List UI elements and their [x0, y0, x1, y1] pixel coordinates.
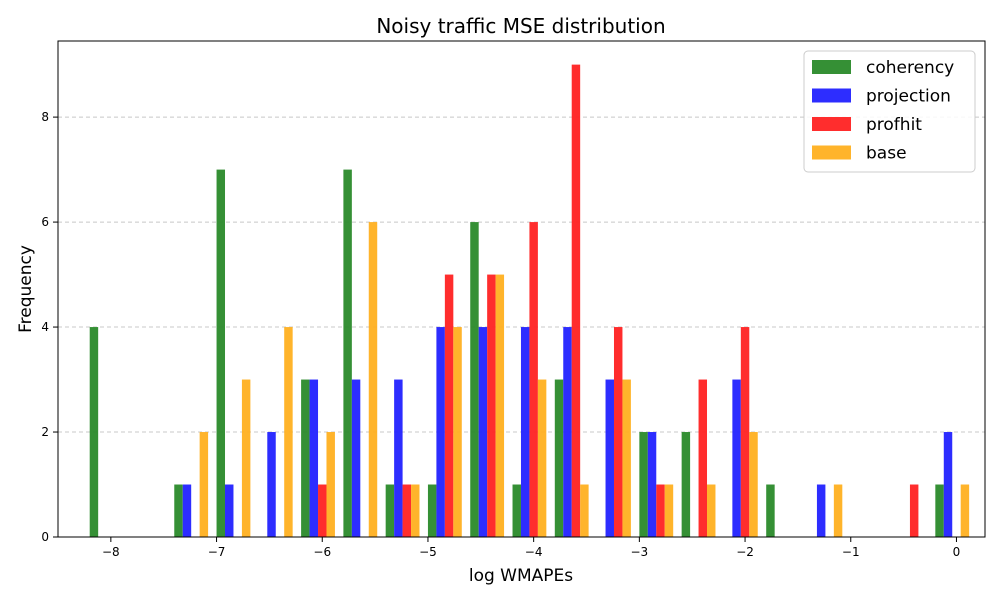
- bar-base: [960, 484, 970, 537]
- y-tick-label: 6: [41, 215, 49, 229]
- bar-profhit: [402, 484, 412, 537]
- bar-coherency: [343, 169, 352, 537]
- bar-base: [664, 484, 674, 537]
- bar-projection: [816, 484, 826, 537]
- bar-base: [622, 379, 631, 537]
- bar-projection: [267, 432, 276, 537]
- bar-profhit: [613, 327, 623, 537]
- bar-projection: [225, 484, 234, 537]
- x-tick-label: −8: [102, 545, 120, 559]
- y-tick-label: 2: [41, 425, 49, 439]
- bar-base: [580, 484, 589, 537]
- x-tick-label: 0: [953, 545, 961, 559]
- x-tick-label: −6: [313, 545, 331, 559]
- bar-projection: [478, 327, 488, 537]
- bar-coherency: [427, 484, 437, 537]
- bar-projection: [605, 379, 614, 537]
- bar-projection: [351, 379, 361, 537]
- bar-profhit: [571, 64, 581, 538]
- legend-swatch-coherency: [812, 60, 851, 74]
- bar-base: [537, 379, 547, 537]
- bar-coherency: [216, 169, 226, 537]
- bar-projection: [647, 432, 657, 537]
- bar-projection: [182, 484, 192, 537]
- legend-swatch-projection: [812, 88, 851, 103]
- x-tick-label: −5: [419, 545, 437, 559]
- plot-frame: [57, 40, 986, 538]
- bar-profhit: [698, 379, 708, 537]
- bar-base: [326, 432, 335, 537]
- legend-box: [803, 50, 976, 173]
- bar-profhit: [909, 484, 919, 537]
- chart-title: Noisy traffic MSE distribution: [376, 14, 665, 38]
- bar-coherency: [766, 484, 775, 537]
- bar-projection: [520, 327, 530, 537]
- x-axis-label: log WMAPEs: [469, 566, 573, 586]
- legend-swatch-profhit: [812, 117, 851, 131]
- bar-profhit: [656, 484, 665, 537]
- bar-coherency: [935, 484, 944, 537]
- x-tick-label: −7: [208, 545, 226, 559]
- bar-projection: [943, 432, 953, 537]
- x-tick-label: −2: [736, 545, 754, 559]
- legend-swatch-base: [812, 145, 851, 160]
- bar-base: [241, 379, 251, 537]
- y-axis-label: Frequency: [16, 245, 36, 333]
- bar-base: [749, 432, 758, 537]
- bar-profhit: [444, 274, 454, 537]
- bar-coherency: [89, 327, 99, 537]
- bar-profhit: [529, 222, 538, 537]
- bar-base: [368, 222, 378, 537]
- bar-profhit: [318, 484, 327, 537]
- bar-projection: [394, 379, 403, 537]
- bar-base: [199, 432, 209, 537]
- legend-label-coherency: coherency: [866, 58, 954, 78]
- bar-base: [707, 484, 716, 537]
- bar-projection: [436, 327, 445, 537]
- legend-label-base: base: [866, 144, 907, 164]
- bar-profhit: [740, 327, 750, 537]
- bar-coherency: [639, 432, 648, 537]
- bar-profhit: [487, 274, 496, 537]
- bars-group: [89, 64, 970, 538]
- x-tick-label: −3: [631, 545, 649, 559]
- x-tick-label: −4: [525, 545, 543, 559]
- bar-coherency: [681, 432, 691, 537]
- bar-base: [411, 484, 420, 537]
- bar-coherency: [174, 484, 183, 537]
- bar-projection: [732, 379, 741, 537]
- legend-label-projection: projection: [866, 87, 951, 107]
- x-tick-label: −1: [842, 545, 860, 559]
- x-axis-ticks: −8 −7 −6 −5 −4 −3 −2 −1 0: [102, 537, 960, 559]
- bar-coherency: [554, 379, 564, 537]
- bar-base: [453, 327, 462, 537]
- bar-base: [284, 327, 293, 537]
- legend-label-profhit: profhit: [866, 115, 922, 135]
- legend: coherency projection profhit base: [803, 50, 976, 173]
- bar-projection: [309, 379, 319, 537]
- bar-coherency: [470, 222, 479, 537]
- bar-coherency: [512, 484, 521, 537]
- bar-base: [495, 274, 505, 537]
- y-tick-label: 8: [41, 110, 49, 124]
- bar-base: [833, 484, 843, 537]
- bar-coherency: [385, 484, 395, 537]
- bar-coherency: [301, 379, 310, 537]
- y-tick-label: 4: [41, 320, 49, 334]
- bar-projection: [563, 327, 572, 537]
- y-tick-label: 0: [41, 530, 49, 544]
- y-axis-ticks: 0 2 4 6 8: [41, 110, 58, 544]
